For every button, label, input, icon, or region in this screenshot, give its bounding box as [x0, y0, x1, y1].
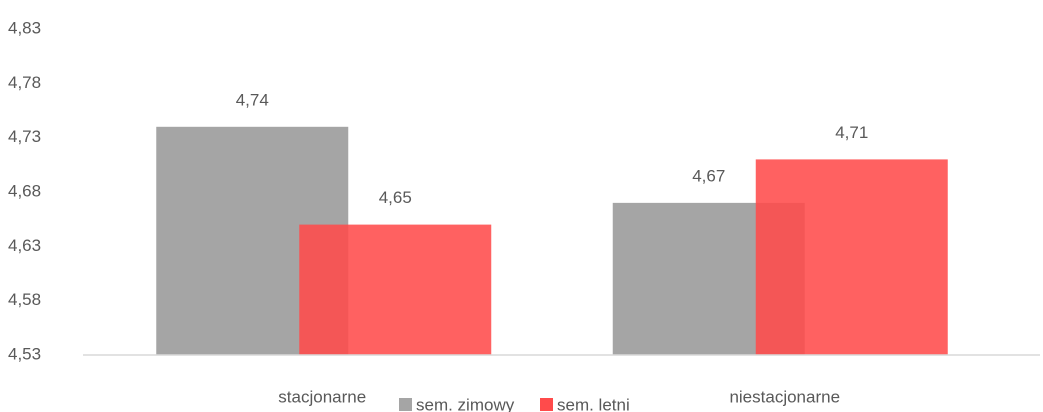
x-tick-label: stacjonarne [278, 387, 366, 406]
x-tick-label: niestacjonarne [729, 387, 840, 406]
y-tick-label: 4,73 [8, 127, 41, 146]
bar [755, 159, 948, 355]
y-tick-label: 4,58 [8, 290, 41, 309]
legend-swatch [540, 398, 553, 411]
data-label: 4,65 [379, 188, 412, 207]
y-tick-label: 4,63 [8, 236, 41, 255]
y-tick-label: 4,83 [8, 18, 41, 37]
legend-label: sem. letni [557, 395, 630, 412]
y-tick-label: 4,53 [8, 344, 41, 363]
y-tick-label: 4,78 [8, 73, 41, 92]
bar [299, 224, 492, 355]
y-tick-label: 4,68 [8, 181, 41, 200]
data-label: 4,71 [835, 123, 868, 142]
legend-label: sem. zimowy [416, 395, 515, 412]
legend-swatch [399, 398, 412, 411]
data-label: 4,74 [236, 90, 269, 109]
data-label: 4,67 [692, 166, 725, 185]
